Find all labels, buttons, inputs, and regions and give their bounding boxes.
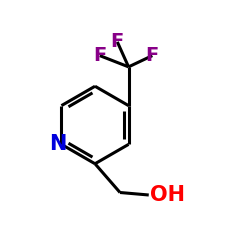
Text: F: F bbox=[111, 32, 124, 52]
Text: F: F bbox=[93, 46, 106, 65]
Text: F: F bbox=[146, 46, 159, 65]
Text: N: N bbox=[49, 134, 66, 154]
Text: OH: OH bbox=[150, 185, 185, 205]
